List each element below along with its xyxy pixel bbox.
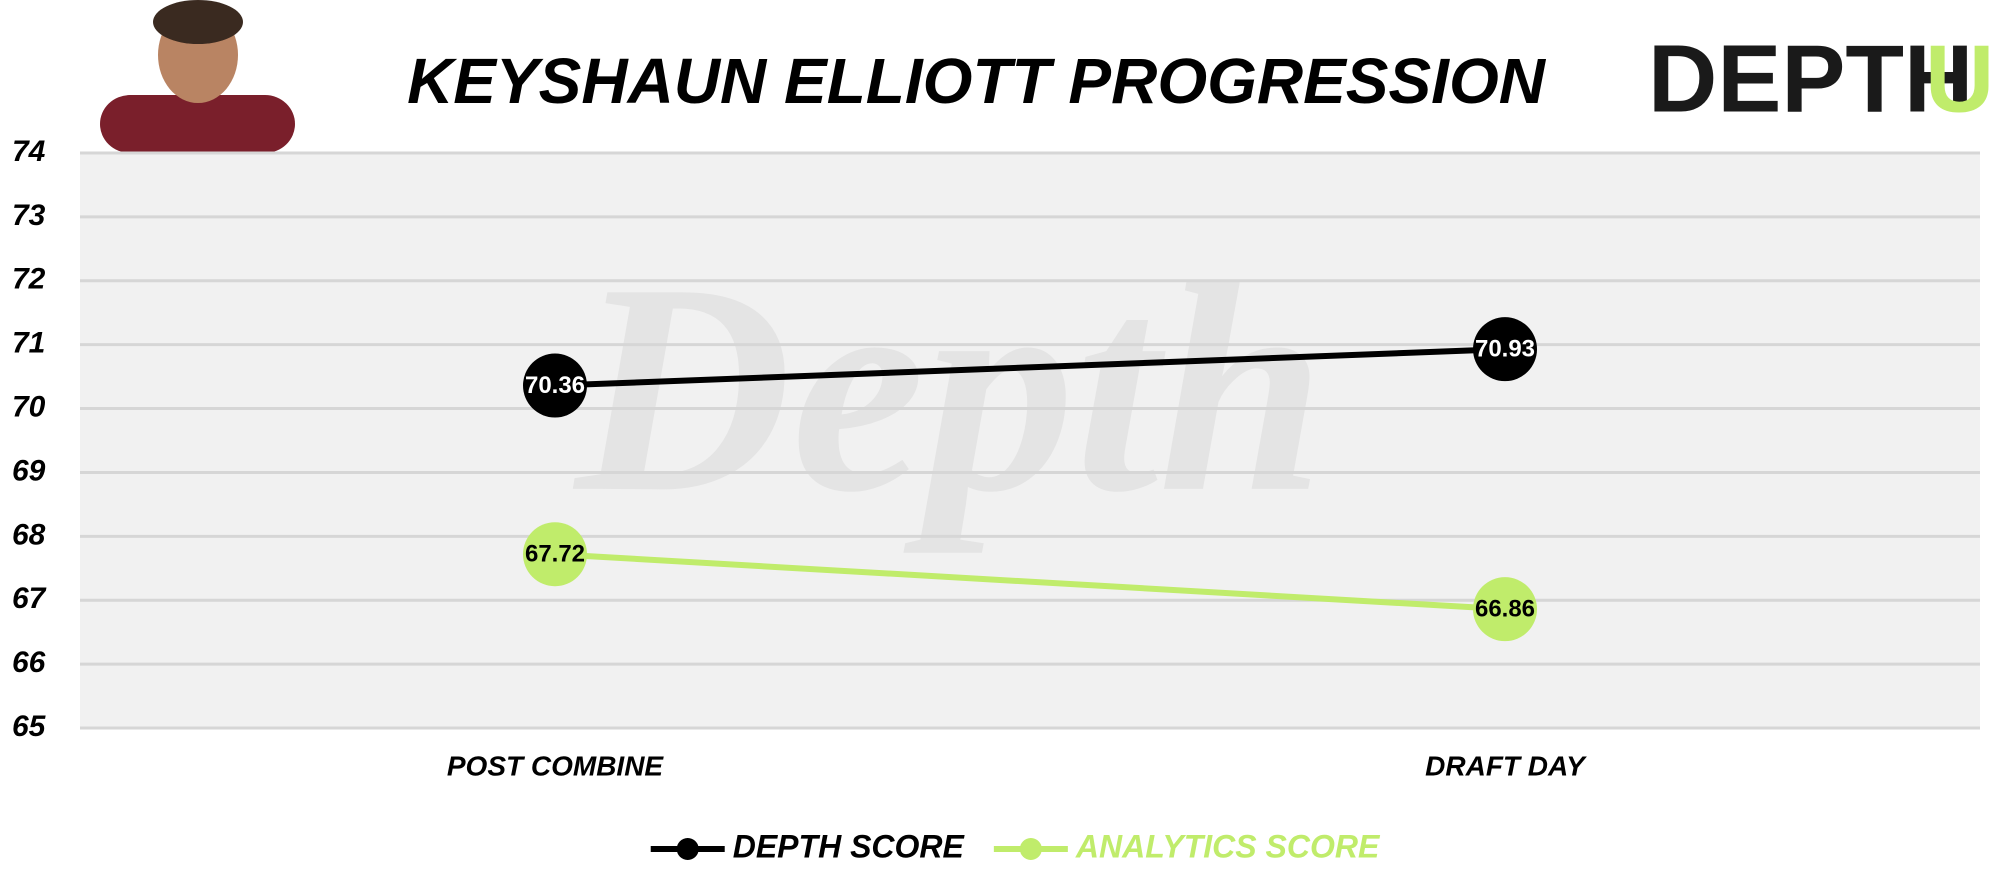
y-tick-label: 66: [12, 646, 46, 679]
y-tick-label: 74: [12, 135, 46, 168]
logo-accent: U: [1925, 25, 1994, 132]
data-label: 66.86: [1475, 596, 1535, 623]
legend: DEPTH SCORE ANALYTICS SCORE: [650, 828, 1381, 864]
series-line: [554, 551, 1506, 613]
hair: [153, 0, 243, 44]
y-tick-label: 65: [12, 710, 47, 743]
y-tick-label: 71: [12, 327, 45, 360]
y-tick-label: 73: [12, 199, 46, 232]
plot-area: [80, 153, 1980, 728]
legend-item: ANALYTICS SCORE: [993, 828, 1381, 864]
series-line: [554, 346, 1506, 389]
data-label: 70.93: [1475, 335, 1535, 362]
point: [523, 353, 587, 418]
point: [523, 522, 587, 587]
y-tick-label: 70: [12, 390, 46, 423]
legend-marker: [1019, 838, 1042, 860]
legend-marker: [676, 838, 699, 860]
point: [1473, 317, 1537, 382]
legend-label: DEPTH SCORE: [733, 828, 966, 864]
legend-label: ANALYTICS SCORE: [1075, 828, 1381, 864]
point: [1473, 577, 1537, 642]
legend-item: DEPTH SCORE: [650, 828, 966, 864]
y-tick-label: 68: [12, 518, 46, 551]
y-tick-label: 67: [12, 582, 47, 615]
chart-title: KEYSHAUN ELLIOTT PROGRESSION: [407, 45, 1547, 117]
jersey: [100, 95, 295, 153]
y-tick-label: 69: [12, 454, 46, 487]
player-photo: [100, 0, 295, 153]
y-tick-label: 72: [12, 263, 46, 296]
x-tick-label: DRAFT DAY: [1425, 750, 1587, 781]
watermark: Depth: [570, 222, 1325, 555]
data-label: 70.36: [525, 372, 585, 399]
x-tick-label: POST COMBINE: [447, 750, 665, 781]
data-label: 67.72: [525, 541, 585, 568]
logo: DEPTH: [1648, 25, 1973, 132]
